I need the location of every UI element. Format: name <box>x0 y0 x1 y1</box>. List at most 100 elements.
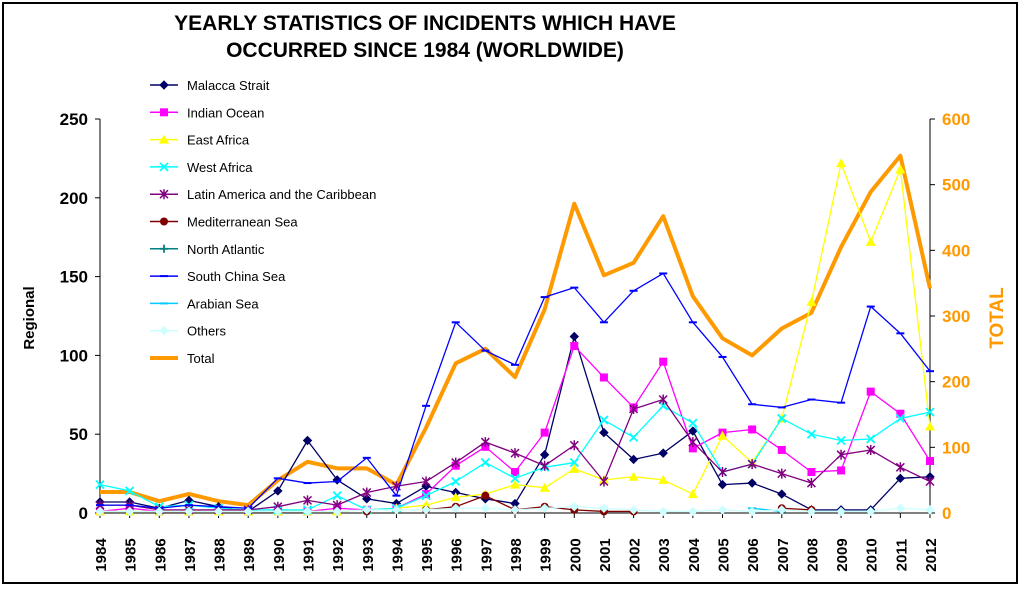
data-point <box>806 296 817 306</box>
y2-tick-label: 300 <box>942 307 970 326</box>
data-point <box>213 506 224 517</box>
x-tick-label: 2009 <box>834 538 851 571</box>
x-tick-label: 2003 <box>656 538 673 571</box>
data-point <box>925 505 935 515</box>
data-point <box>510 505 520 515</box>
data-point <box>747 459 757 470</box>
data-point <box>421 491 431 501</box>
data-point <box>125 486 135 496</box>
data-point <box>480 457 490 468</box>
x-tick-label: 1993 <box>360 538 377 571</box>
x-tick-label: 2010 <box>864 538 881 571</box>
y-tick-label: 100 <box>60 346 88 365</box>
data-point <box>599 427 609 438</box>
data-point <box>777 413 787 424</box>
x-tick-label: 2008 <box>804 538 821 571</box>
legend: Malacca Strait Indian Ocean East Africa Wes… <box>150 78 376 366</box>
data-point <box>717 467 728 478</box>
legend-label: North Atlantic <box>187 242 265 257</box>
series-layer <box>95 153 935 517</box>
data-point <box>450 492 461 502</box>
x-tick-label: 1998 <box>508 538 525 571</box>
data-point <box>421 505 431 515</box>
data-point <box>243 506 253 517</box>
data-point <box>628 505 639 515</box>
x-tick-label: 1987 <box>182 538 199 571</box>
y2-tick-label: 0 <box>942 504 951 523</box>
data-point <box>154 506 164 517</box>
legend-item-arabian-sea: Arabian Sea <box>150 296 259 311</box>
data-point <box>925 476 935 487</box>
data-point <box>480 437 490 448</box>
data-point <box>540 428 549 437</box>
x-tick-label: 1990 <box>271 538 288 571</box>
y-axis-label: Regional <box>21 286 38 349</box>
data-point <box>687 489 698 499</box>
data-point <box>777 489 787 499</box>
legend-label: South China Sea <box>187 269 286 284</box>
data-point <box>806 478 816 489</box>
data-point <box>836 449 846 460</box>
data-point <box>747 506 757 517</box>
data-point <box>273 506 283 517</box>
data-point <box>332 506 342 517</box>
data-point <box>837 466 846 475</box>
chart-title-line-1: YEARLY STATISTICS OF INCIDENTS WHICH HAV… <box>174 12 676 35</box>
data-point <box>95 479 105 490</box>
series-indian-ocean <box>96 341 934 516</box>
legend-item-east-africa: East Africa <box>150 133 250 148</box>
x-tick-label: 1999 <box>538 538 555 571</box>
data-point <box>688 444 697 453</box>
data-point <box>95 506 105 517</box>
x-tick-label: 1995 <box>419 538 436 571</box>
data-point <box>599 373 608 382</box>
data-point <box>510 448 520 459</box>
data-point <box>124 506 135 517</box>
data-point <box>806 506 817 517</box>
x-tick-label: 1988 <box>212 538 229 571</box>
data-point <box>628 471 639 481</box>
data-point <box>511 468 519 477</box>
y2-tick-label: 200 <box>942 373 970 392</box>
series-others <box>95 501 935 517</box>
x-tick-label: 2001 <box>597 538 614 571</box>
data-point <box>777 468 787 479</box>
data-point <box>688 437 698 448</box>
data-point <box>717 505 728 515</box>
y2-tick-label: 400 <box>942 241 970 260</box>
data-point <box>539 449 550 460</box>
legend-label: Arabian Sea <box>187 296 259 311</box>
x-tick-label: 2011 <box>893 539 910 572</box>
data-point <box>807 468 816 477</box>
legend-label: West Africa <box>187 160 253 175</box>
x-tick-label: 2004 <box>686 538 703 572</box>
series-line <box>752 507 782 513</box>
data-point <box>540 460 550 471</box>
data-point <box>628 454 639 465</box>
data-point <box>302 495 313 506</box>
data-point <box>159 189 169 200</box>
legend-item-indian-ocean: Indian Ocean <box>150 105 264 120</box>
series-line <box>100 153 932 508</box>
data-point <box>895 473 906 484</box>
data-point <box>302 506 313 517</box>
x-tick-label: 2006 <box>745 538 762 571</box>
legend-label: Others <box>187 324 227 339</box>
data-point <box>569 440 579 451</box>
data-point <box>748 425 757 434</box>
data-point <box>362 505 372 515</box>
data-point <box>926 456 934 465</box>
data-point <box>160 108 168 117</box>
data-point <box>629 403 639 414</box>
data-point <box>159 80 169 90</box>
chart-frame <box>2 2 1018 584</box>
legend-item-mediterranean-sea: Mediterranean Sea <box>150 215 298 230</box>
data-point <box>688 426 698 436</box>
data-point <box>925 421 935 431</box>
data-point <box>159 325 169 336</box>
data-point <box>184 506 194 517</box>
data-point <box>836 506 846 517</box>
data-point <box>659 357 668 366</box>
data-point <box>159 134 169 144</box>
series-south-china-sea <box>96 272 934 510</box>
